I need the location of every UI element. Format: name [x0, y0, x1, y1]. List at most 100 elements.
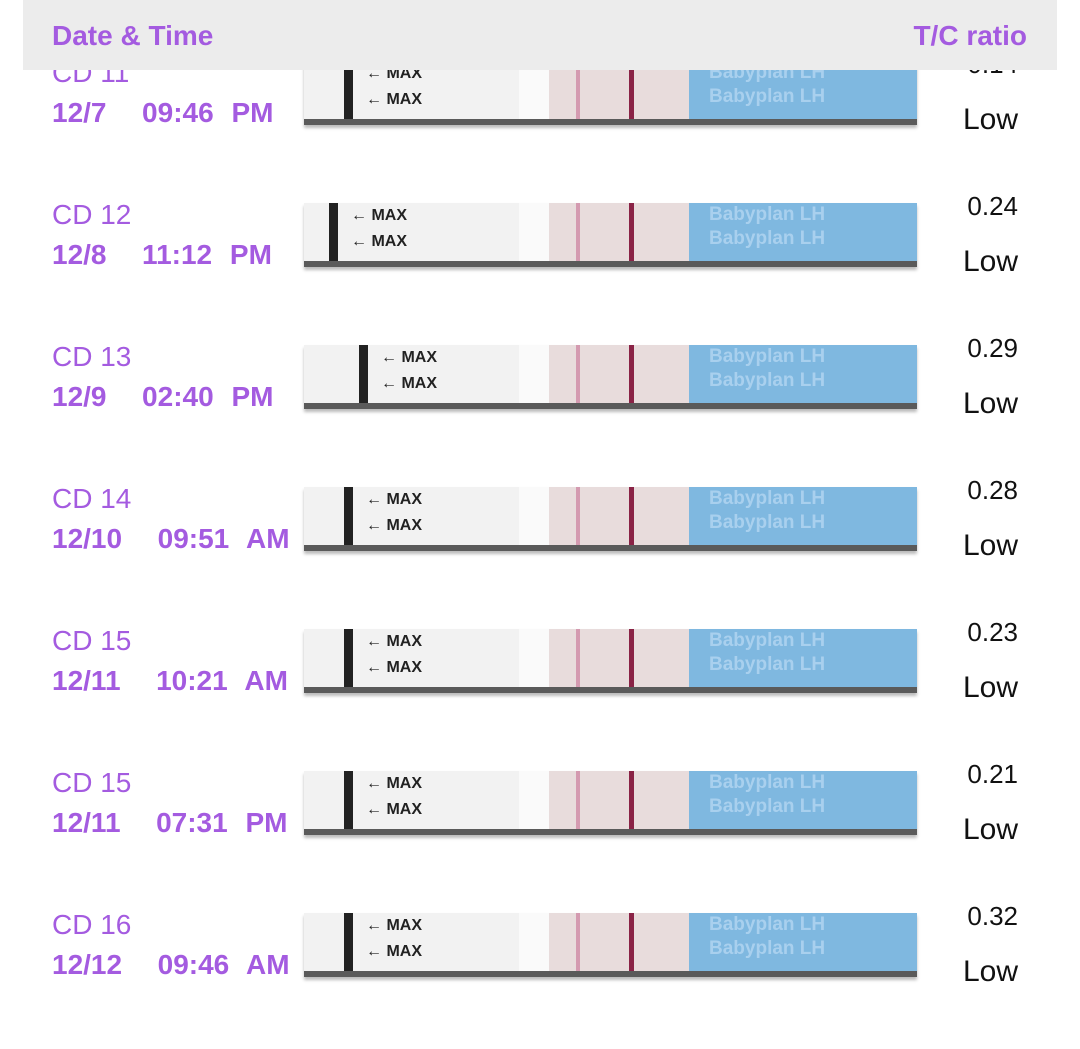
strip-brand-area: Babyplan LH Babyplan LH [689, 771, 917, 829]
lh-level: Low [962, 813, 1018, 846]
strip-max-label: ← MAX [366, 633, 422, 650]
test-record-row[interactable]: CD 16 12/12 09:46 AM ← MAX ← MAX Babypla… [0, 901, 1080, 1037]
cycle-day: CD 13 [52, 341, 132, 372]
test-datetime: 12/12 09:46 AM [52, 949, 290, 980]
strip-dip-mark [344, 487, 353, 545]
strip-brand-text: Babyplan LH [709, 346, 826, 367]
test-datetime: 12/11 10:21 AM [52, 665, 288, 696]
strip-result-window [549, 345, 689, 403]
lh-level: Low [962, 245, 1018, 278]
strip-pad [519, 345, 549, 403]
strip-brand-text: Babyplan LH [709, 914, 826, 935]
strip-max-label: ← MAX [366, 917, 422, 934]
control-line [629, 61, 634, 119]
test-strip-photo[interactable]: ← MAX ← MAX Babyplan LH Babyplan LH [304, 487, 917, 551]
strip-pad [519, 487, 549, 545]
strip-result-window [549, 913, 689, 971]
strip-max-label: ← MAX [366, 517, 422, 534]
strip-brand-text: Babyplan LH [709, 488, 826, 509]
cycle-day: CD 16 [52, 909, 132, 940]
test-strip-photo[interactable]: ← MAX ← MAX Babyplan LH Babyplan LH [304, 345, 917, 409]
date-time-header: Date & Time [52, 20, 214, 51]
strip-max-label: ← MAX [366, 943, 422, 960]
strip-brand-area: Babyplan LH Babyplan LH [689, 61, 917, 119]
test-strip-photo[interactable]: ← MAX ← MAX Babyplan LH Babyplan LH [304, 61, 917, 125]
strip-max-label: ← MAX [366, 775, 422, 792]
strip-max-label: ← MAX [351, 207, 407, 224]
control-line [629, 487, 634, 545]
lh-level: Low [962, 955, 1018, 988]
strip-brand-area: Babyplan LH Babyplan LH [689, 487, 917, 545]
cycle-day: CD 15 [52, 767, 132, 798]
test-datetime: 12/9 02:40 PM [52, 381, 274, 412]
strip-result-window [549, 771, 689, 829]
strip-brand-text: Babyplan LH [709, 630, 826, 651]
strip-pad [519, 629, 549, 687]
strip-dip-mark [329, 203, 338, 261]
strip-pad [519, 61, 549, 119]
test-strip-photo[interactable]: ← MAX ← MAX Babyplan LH Babyplan LH [304, 771, 917, 835]
control-line [629, 913, 634, 971]
control-line [629, 771, 634, 829]
tc-ratio-header: T/C ratio [913, 20, 1027, 51]
test-line [576, 487, 580, 545]
test-strip-photo[interactable]: ← MAX ← MAX Babyplan LH Babyplan LH [304, 203, 917, 267]
control-line [629, 345, 634, 403]
tc-ratio-value: 0.24 [967, 191, 1018, 221]
strip-brand-text: Babyplan LH [709, 938, 826, 959]
lh-level: Low [962, 529, 1018, 562]
strip-pad [519, 203, 549, 261]
strip-brand-text: Babyplan LH [709, 228, 826, 249]
strip-dip-mark [344, 61, 353, 119]
strip-max-label: ← MAX [366, 491, 422, 508]
control-line [629, 629, 634, 687]
control-line [629, 203, 634, 261]
test-line [576, 61, 580, 119]
lh-level: Low [962, 671, 1018, 704]
test-strip-photo[interactable]: ← MAX ← MAX Babyplan LH Babyplan LH [304, 913, 917, 977]
strip-brand-area: Babyplan LH Babyplan LH [689, 345, 917, 403]
strip-brand-text: Babyplan LH [709, 796, 826, 817]
cycle-day: CD 15 [52, 625, 132, 656]
test-line [576, 203, 580, 261]
strip-result-window [549, 487, 689, 545]
test-record-row[interactable]: CD 15 12/11 10:21 AM ← MAX ← MAX Babypla… [0, 617, 1080, 753]
lh-level: Low [962, 103, 1018, 136]
strip-result-window [549, 629, 689, 687]
tc-ratio-value: 0.23 [967, 617, 1018, 647]
strip-max-label: ← MAX [351, 233, 407, 250]
test-record-row[interactable]: CD 12 12/8 11:12 PM ← MAX ← MAX Babyplan… [0, 191, 1080, 327]
strip-result-window [549, 203, 689, 261]
strip-dip-mark [344, 629, 353, 687]
strip-dip-mark [344, 771, 353, 829]
table-header: Date & Time T/C ratio [23, 0, 1057, 70]
cycle-day: CD 14 [52, 483, 132, 514]
test-record-row[interactable]: CD 15 12/11 07:31 PM ← MAX ← MAX Babypla… [0, 759, 1080, 895]
test-record-row[interactable]: CD 14 12/10 09:51 AM ← MAX ← MAX Babypla… [0, 475, 1080, 611]
strip-brand-text: Babyplan LH [709, 772, 826, 793]
test-line [576, 629, 580, 687]
test-line [576, 913, 580, 971]
strip-max-label: ← MAX [381, 349, 437, 366]
strip-max-label: ← MAX [366, 91, 422, 108]
strip-max-label: ← MAX [366, 801, 422, 818]
test-datetime: 12/8 11:12 PM [52, 239, 272, 270]
strip-brand-text: Babyplan LH [709, 512, 826, 533]
strip-result-window [549, 61, 689, 119]
tc-ratio-value: 0.21 [967, 759, 1018, 789]
strip-max-label: ← MAX [366, 659, 422, 676]
test-datetime: 12/10 09:51 AM [52, 523, 290, 554]
strip-max-label: ← MAX [381, 375, 437, 392]
strip-brand-text: Babyplan LH [709, 204, 826, 225]
tc-ratio-value: 0.28 [967, 475, 1018, 505]
strip-brand-text: Babyplan LH [709, 654, 826, 675]
lh-level: Low [962, 387, 1018, 420]
strip-brand-area: Babyplan LH Babyplan LH [689, 629, 917, 687]
test-record-row[interactable]: CD 11 12/7 09:46 PM ← MAX ← MAX Babyplan… [0, 49, 1080, 185]
strip-pad [519, 913, 549, 971]
test-record-row[interactable]: CD 13 12/9 02:40 PM ← MAX ← MAX Babyplan… [0, 333, 1080, 469]
strip-brand-text: Babyplan LH [709, 370, 826, 391]
test-strip-photo[interactable]: ← MAX ← MAX Babyplan LH Babyplan LH [304, 629, 917, 693]
test-line [576, 771, 580, 829]
cycle-day: CD 12 [52, 199, 132, 230]
